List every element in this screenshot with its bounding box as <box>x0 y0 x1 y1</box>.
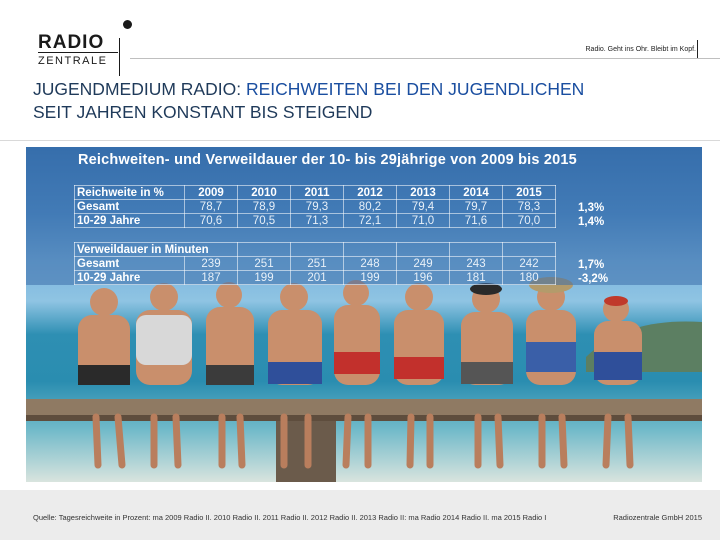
row-label: 10-29 Jahre <box>74 270 185 285</box>
table-cell <box>502 242 556 257</box>
table-cell: 71,0 <box>396 213 450 228</box>
dwell-header-row: Verweildauer in Minuten <box>74 242 556 257</box>
table-cell: 79,3 <box>290 199 344 214</box>
table-cell: 79,4 <box>396 199 450 214</box>
row-label: Gesamt <box>74 256 185 271</box>
table-cell: 71,6 <box>449 213 503 228</box>
source-note: Quelle: Tagesreichweite in Prozent: ma 2… <box>33 513 547 522</box>
table-cell: 243 <box>449 256 503 271</box>
dwell-table: Verweildauer in Minuten Gesamt 239 251 2… <box>74 242 556 285</box>
table-cell: 79,7 <box>449 199 503 214</box>
table-cell: 201 <box>290 270 344 285</box>
title-prefix: JUGENDMEDIUM RADIO: <box>33 79 246 99</box>
table-row: 10-29 Jahre 70,6 70,5 71,3 72,1 71,0 71,… <box>74 213 556 228</box>
year-header: 2012 <box>343 185 397 200</box>
table-row: Gesamt 239 251 251 248 249 243 242 <box>74 256 556 271</box>
row-label: 10-29 Jahre <box>74 213 185 228</box>
year-header: 2009 <box>184 185 238 200</box>
table-cell: 199 <box>343 270 397 285</box>
logo-underline <box>38 52 118 53</box>
reach-delta-youth: 1,4% <box>578 216 605 228</box>
table-cell: 249 <box>396 256 450 271</box>
table-cell <box>237 242 291 257</box>
logo-dot <box>123 20 132 29</box>
table-cell: 199 <box>237 270 291 285</box>
table-cell: 78,3 <box>502 199 556 214</box>
dwell-delta-total: 1,7% <box>578 259 605 271</box>
reach-header: Reichweite in % <box>74 185 185 200</box>
dwell-delta-youth: -3,2% <box>578 273 609 285</box>
table-cell: 80,2 <box>343 199 397 214</box>
table-cell: 71,3 <box>290 213 344 228</box>
table-cell <box>449 242 503 257</box>
table-cell: 196 <box>396 270 450 285</box>
copyright: Radiozentrale GmbH 2015 <box>613 513 702 522</box>
table-cell: 181 <box>449 270 503 285</box>
table-cell: 251 <box>290 256 344 271</box>
table-cell: 248 <box>343 256 397 271</box>
dwell-header: Verweildauer in Minuten <box>74 242 238 257</box>
title-divider <box>0 140 720 141</box>
table-cell: 78,7 <box>184 199 238 214</box>
footer-bar <box>0 490 720 540</box>
title-line-2: SEIT JAHREN KONSTANT BIS STEIGEND <box>33 102 373 122</box>
table-cell: 70,6 <box>184 213 238 228</box>
year-header: 2010 <box>237 185 291 200</box>
chart-title: Reichweiten- und Verweildauer der 10- bi… <box>78 152 577 168</box>
table-cell <box>290 242 344 257</box>
pier-scene-illustration <box>26 277 702 482</box>
row-label: Gesamt <box>74 199 185 214</box>
table-row: 10-29 Jahre 187 199 201 199 196 181 180 <box>74 270 556 285</box>
year-header: 2013 <box>396 185 450 200</box>
table-cell <box>396 242 450 257</box>
table-cell <box>343 242 397 257</box>
title-highlight: REICHWEITEN BEI DEN JUGENDLICHEN <box>245 79 585 99</box>
year-header: 2015 <box>502 185 556 200</box>
radiozentrale-logo: RADIO ZENTRALE <box>38 18 138 76</box>
logo-zentrale-text: ZENTRALE <box>38 55 108 67</box>
year-header: 2014 <box>449 185 503 200</box>
teenagers-on-pier-photo: Reichweiten- und Verweildauer der 10- bi… <box>26 147 702 482</box>
logo-radio-text: RADIO <box>38 32 105 53</box>
table-cell: 187 <box>184 270 238 285</box>
table-cell: 242 <box>502 256 556 271</box>
table-cell: 78,9 <box>237 199 291 214</box>
reach-table: Reichweite in % 2009 2010 2011 2012 2013… <box>74 185 556 228</box>
table-row: Gesamt 78,7 78,9 79,3 80,2 79,4 79,7 78,… <box>74 199 556 214</box>
table-cell: 251 <box>237 256 291 271</box>
slogan-divider <box>697 40 698 58</box>
table-cell: 72,1 <box>343 213 397 228</box>
table-cell: 70,5 <box>237 213 291 228</box>
year-header: 2011 <box>290 185 344 200</box>
reach-header-row: Reichweite in % 2009 2010 2011 2012 2013… <box>74 185 556 200</box>
slide-title: JUGENDMEDIUM RADIO: REICHWEITEN BEI DEN … <box>33 78 703 124</box>
reach-delta-total: 1,3% <box>578 202 605 214</box>
slogan: Radio. Geht ins Ohr. Bleibt im Kopf. <box>585 46 697 53</box>
logo-divider <box>119 38 120 76</box>
table-cell: 70,0 <box>502 213 556 228</box>
table-cell: 239 <box>184 256 238 271</box>
table-cell: 180 <box>502 270 556 285</box>
header-divider <box>130 58 720 59</box>
